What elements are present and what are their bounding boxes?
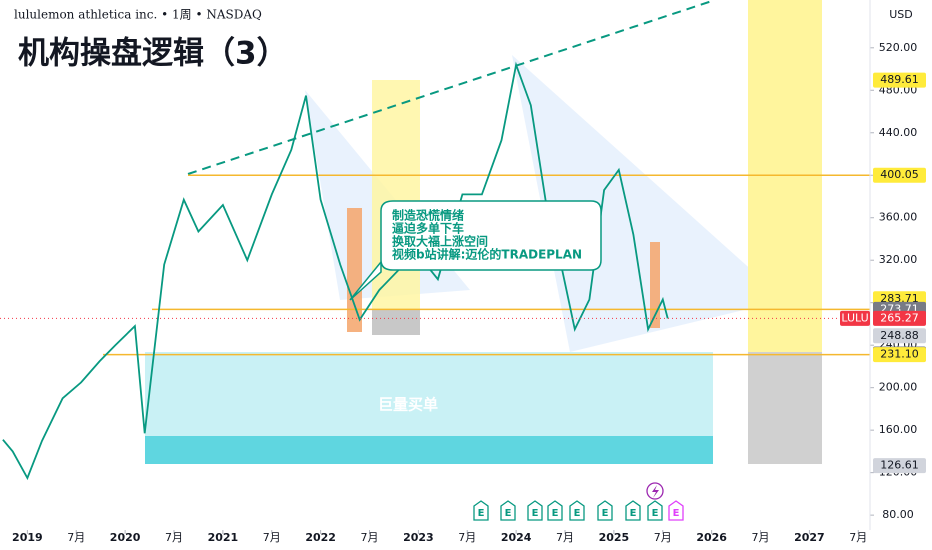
y-tick-label: 440.00 — [879, 126, 918, 139]
callout-text: 逼迫多单下车 — [392, 221, 464, 236]
price-label: 400.05 — [880, 168, 919, 181]
event-label: E — [478, 508, 485, 519]
price-label: 283.71 — [880, 292, 919, 305]
buy-zone — [145, 352, 713, 436]
buy-zone — [145, 436, 713, 464]
x-tick-label: 2025 — [599, 531, 630, 544]
price-label-box — [873, 310, 926, 326]
event-label: E — [602, 508, 609, 519]
event-marker — [473, 500, 489, 521]
event-label: E — [673, 508, 680, 519]
chart-title: 机构操盘逻辑（3） — [18, 36, 288, 72]
x-tick-label: 7月 — [361, 531, 379, 544]
x-tick-label: 7月 — [263, 531, 281, 544]
x-tick-label: 2026 — [696, 531, 727, 544]
x-tick-label: 2027 — [794, 531, 825, 544]
event-label: E — [574, 508, 581, 519]
event-marker — [500, 500, 516, 521]
x-tick-label: 2019 — [12, 531, 43, 544]
event-label: E — [652, 508, 659, 519]
price-label-box — [873, 167, 926, 183]
event-marker — [569, 500, 585, 521]
price-label-box — [873, 328, 926, 344]
price-label: 231.10 — [880, 348, 919, 361]
price-label: 126.61 — [880, 459, 919, 472]
event-label: E — [552, 508, 559, 519]
event-label: E — [532, 508, 539, 519]
x-tick-label: 2020 — [110, 531, 141, 544]
highlight-box — [372, 80, 420, 310]
x-tick-label: 2023 — [403, 531, 434, 544]
callout — [349, 200, 602, 301]
x-tick-label: 7月 — [165, 531, 183, 544]
triangle-pattern — [512, 55, 785, 352]
price-label: 489.61 — [880, 73, 919, 86]
event-marker — [647, 500, 663, 521]
price-label-box — [873, 72, 926, 88]
x-tick-label: 2024 — [501, 531, 532, 544]
y-tick-label: 360.00 — [879, 211, 918, 224]
y-tick-label: 320.00 — [879, 253, 918, 266]
event-label: E — [630, 508, 637, 519]
trend-line — [187, 0, 716, 175]
header: lululemon athletica inc. • 1周 • NASDAQ — [14, 8, 262, 22]
highlight-box — [347, 208, 362, 332]
x-tick-label: 7月 — [752, 531, 770, 544]
drawings — [145, 0, 822, 464]
event-marker — [527, 500, 543, 521]
y-tick-label: 200.00 — [879, 381, 918, 394]
event-marker — [597, 500, 613, 521]
callout-text: 换取大福上涨空间 — [392, 234, 488, 249]
callout-text: 视频b站讲解:迈伦的TRADEPLAN — [392, 247, 582, 262]
price-label-box — [873, 347, 926, 363]
callout-box — [349, 200, 602, 301]
x-tick-label: 2022 — [305, 531, 336, 544]
x-tick-label: 7月 — [849, 531, 867, 544]
x-tick-label: 7月 — [67, 531, 85, 544]
event-icon — [652, 485, 659, 498]
x-tick-label: 2021 — [208, 531, 239, 544]
x-tick-label: 7月 — [654, 531, 672, 544]
currency: USD — [889, 8, 913, 21]
plot — [0, 47, 874, 516]
event-marker — [625, 500, 641, 521]
highlight-box — [748, 0, 822, 352]
event-marker — [668, 500, 684, 521]
y-tick-label: 80.00 — [882, 508, 914, 521]
y-tick-label: 520.00 — [879, 41, 918, 54]
x-tick-label: 7月 — [556, 531, 574, 544]
symbol-box — [840, 310, 870, 326]
zone-label: 巨量买单 — [378, 396, 438, 414]
callout-text: 制造恐慌情绪 — [392, 208, 464, 223]
price-label: 265.27 — [880, 311, 919, 324]
x-tick-label: 7月 — [458, 531, 476, 544]
highlight-box — [748, 352, 822, 464]
symbol-label: LULU — [841, 311, 868, 324]
highlight-box — [372, 310, 420, 335]
event-marker — [547, 500, 563, 521]
price-label: 248.88 — [880, 329, 919, 342]
highlight-box — [650, 242, 660, 328]
event-label: E — [505, 508, 512, 519]
price-label-box — [873, 458, 926, 474]
y-tick-label: 160.00 — [879, 423, 918, 436]
price-line — [2, 61, 669, 481]
